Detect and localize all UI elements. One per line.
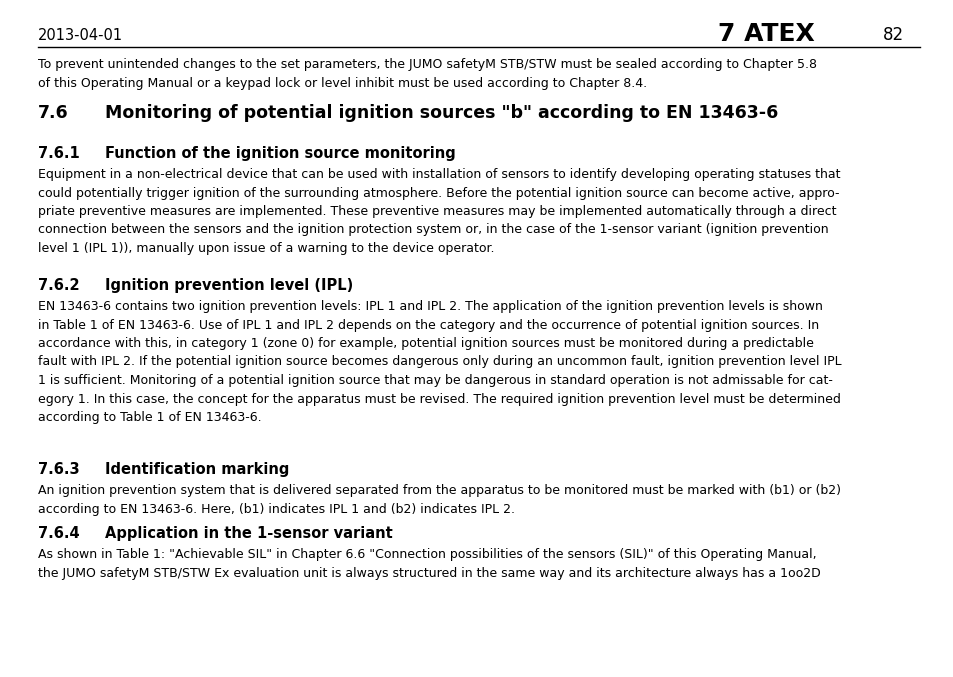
Text: EN 13463-6 contains two ignition prevention levels: IPL 1 and IPL 2. The applica: EN 13463-6 contains two ignition prevent… <box>38 300 841 424</box>
Text: 7.6.2: 7.6.2 <box>38 278 79 293</box>
Text: 7.6: 7.6 <box>38 104 69 122</box>
Text: Function of the ignition source monitoring: Function of the ignition source monitori… <box>105 146 456 161</box>
Text: 7.6.3: 7.6.3 <box>38 462 79 477</box>
Text: Identification marking: Identification marking <box>105 462 289 477</box>
Text: 2013-04-01: 2013-04-01 <box>38 28 123 43</box>
Text: 7.6.1: 7.6.1 <box>38 146 80 161</box>
Text: Ignition prevention level (IPL): Ignition prevention level (IPL) <box>105 278 353 293</box>
Text: An ignition prevention system that is delivered separated from the apparatus to : An ignition prevention system that is de… <box>38 484 841 515</box>
Text: 7 ATEX: 7 ATEX <box>718 22 814 46</box>
Text: 7.6.4: 7.6.4 <box>38 526 79 541</box>
Text: Application in the 1-sensor variant: Application in the 1-sensor variant <box>105 526 393 541</box>
Text: Monitoring of potential ignition sources "b" according to EN 13463-6: Monitoring of potential ignition sources… <box>105 104 778 122</box>
Text: To prevent unintended changes to the set parameters, the JUMO safetyM STB/STW mu: To prevent unintended changes to the set… <box>38 58 816 89</box>
Text: Equipment in a non-electrical device that can be used with installation of senso: Equipment in a non-electrical device tha… <box>38 168 840 255</box>
Text: 82: 82 <box>882 26 903 44</box>
Text: As shown in Table 1: "Achievable SIL" in Chapter 6.6 "Connection possibilities o: As shown in Table 1: "Achievable SIL" in… <box>38 548 820 580</box>
